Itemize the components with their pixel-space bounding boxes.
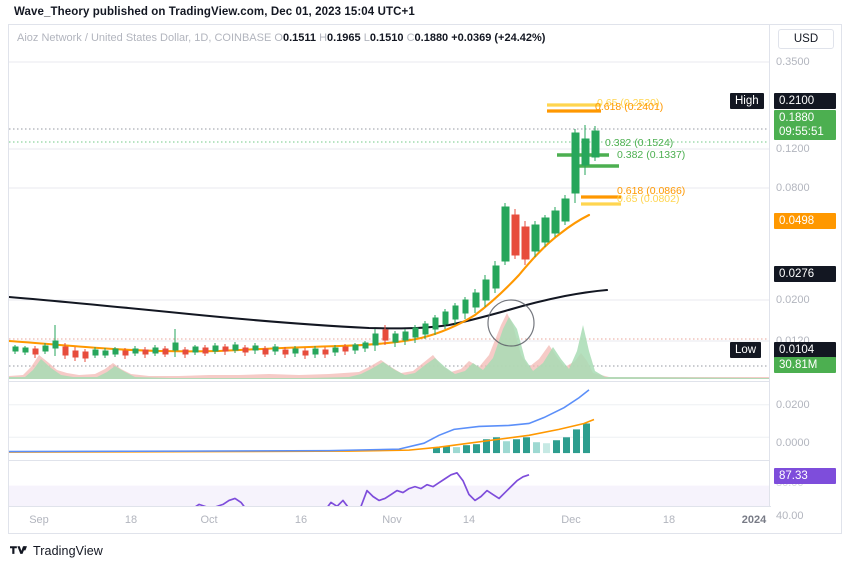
time-tick-4: Nov — [382, 514, 402, 526]
time-tick-7: 18 — [662, 514, 676, 526]
legend-open-label: O — [274, 32, 283, 44]
legend-open-value: 0.1511 — [282, 32, 316, 44]
legend-low-label: L — [363, 32, 370, 44]
price-tick-3: 0.0200 — [776, 294, 810, 306]
legend-low-value: 0.1510 — [369, 32, 404, 44]
last-price-badge[interactable]: 0.1880 — [774, 110, 836, 126]
time-tick-5: 14 — [462, 514, 476, 526]
time-tick-3: 16 — [294, 514, 308, 526]
fib-label-low-orange: 0.618 (0.0866) — [617, 185, 686, 197]
price-tick-0: 0.3500 — [776, 56, 810, 68]
tradingview-brand-name: TradingView — [33, 544, 103, 558]
time-tick-0: Sep — [29, 514, 49, 526]
time-tick-8: 2024 — [741, 514, 767, 526]
price-tick-1: 0.1200 — [776, 143, 810, 155]
volume-value-badge: 30.81M — [774, 357, 836, 373]
fib-label-top-yellow: 0.65 (0.2520) — [597, 97, 660, 109]
mid-signal-fast-line — [9, 389, 590, 453]
tradingview-logo-icon — [10, 545, 27, 554]
ma-slow-value-badge: 0.0276 — [774, 266, 836, 282]
time-tick-1: 18 — [124, 514, 138, 526]
candlestick-series — [12, 125, 600, 362]
attribution-text: Wave_Theory published on TradingView.com… — [14, 6, 415, 18]
footer-brand: TradingView — [10, 544, 103, 558]
time-tick-6: Dec — [561, 514, 581, 526]
fib-label-mid-green-2: 0.382 (0.1337) — [617, 149, 686, 161]
legend-high-label: H — [319, 32, 328, 44]
fib-label-top-orange: 0.618 (0.2401) — [595, 101, 664, 113]
currency-selector[interactable]: USD — [778, 29, 834, 49]
ma-slow-line — [9, 288, 609, 330]
mid-tick-1: 0.0000 — [776, 437, 810, 449]
rsi-value-badge: 87.33 — [774, 468, 836, 484]
volume-area — [9, 313, 771, 379]
legend-symbol[interactable]: Aioz Network / United States Dollar, 1D,… — [17, 32, 272, 44]
time-tick-2: Oct — [200, 514, 218, 526]
main-pane-svg — [9, 61, 771, 379]
price-tick-2: 0.0800 — [776, 182, 810, 194]
mid-grid — [9, 404, 771, 438]
mid-pane-svg — [9, 389, 771, 454]
legend-high-value: 0.1965 — [327, 32, 361, 44]
fib-label-mid-green-1: 0.382 (0.1524) — [605, 137, 674, 149]
legend-change-value: +0.0369 (+24.42%) — [451, 32, 546, 44]
high-value-badge: 0.2100 — [774, 93, 836, 109]
crossover-circle-annotation — [487, 299, 535, 347]
mid-histogram — [433, 423, 590, 454]
chart-legend: Aioz Network / United States Dollar, 1D,… — [17, 31, 545, 45]
time-scale[interactable]: Sep 18 Oct 16 Nov 14 Dec 18 2024 — [9, 506, 771, 533]
legend-close-value: 0.1880 — [414, 32, 449, 44]
low-tag-badge: Low — [730, 342, 762, 358]
price-scale[interactable]: USD 0.3500 0.1200 0.0800 0.0200 0.0120 H… — [730, 25, 841, 533]
chart-frame: Aioz Network / United States Dollar, 1D,… — [8, 24, 842, 534]
rsi-tick-0: 40.00 — [776, 510, 804, 522]
main-price-pane[interactable] — [9, 25, 771, 379]
ma-fast-value-badge: 0.0498 — [774, 213, 836, 229]
mid-tick-0: 0.0200 — [776, 399, 810, 411]
countdown-badge: 09:55:51 — [774, 124, 836, 140]
high-tag-badge: High — [730, 93, 764, 109]
fib-guide-lines — [9, 128, 771, 367]
grid-lines — [9, 61, 771, 342]
momentum-indicator-pane[interactable] — [9, 381, 771, 459]
ma-fast-line — [9, 213, 591, 353]
legend-close-label: C — [406, 32, 415, 44]
low-value-badge: 0.0104 — [774, 342, 836, 358]
fib-label-low-yellow: 0.65 (0.0802) — [617, 193, 680, 205]
